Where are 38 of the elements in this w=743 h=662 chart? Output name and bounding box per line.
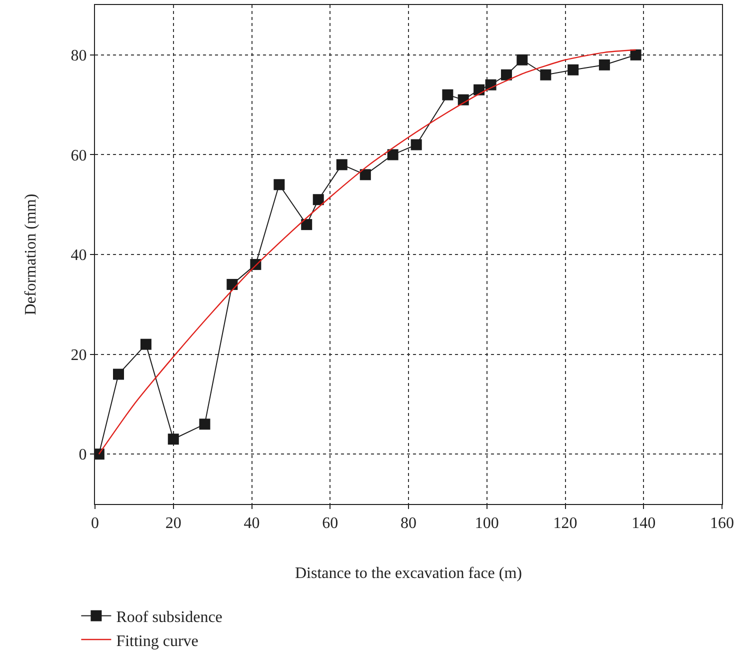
point [568, 64, 579, 76]
point [274, 179, 285, 190]
point [226, 278, 238, 290]
legend-label: Fitting curve [116, 632, 198, 650]
x-tick-label: 160 [710, 515, 734, 532]
point [630, 49, 642, 60]
point [336, 159, 348, 170]
point [500, 69, 512, 80]
y-tick-label: 0 [78, 446, 87, 464]
point [474, 84, 485, 96]
point [140, 338, 152, 350]
point [598, 59, 610, 70]
point [301, 219, 312, 230]
point [387, 149, 398, 160]
y-tick-label: 20 [70, 346, 87, 364]
point [199, 418, 210, 430]
x-tick-label: 120 [553, 515, 578, 532]
x-tick-label: 100 [474, 515, 499, 532]
y-axis-title: Deformation (mm) [22, 194, 40, 316]
point [516, 54, 528, 66]
point [168, 434, 179, 445]
legend-label: Roof subsidence [116, 608, 222, 626]
point [442, 89, 454, 100]
point [360, 169, 371, 180]
y-tick-label: 60 [70, 147, 87, 164]
point [113, 368, 124, 380]
y-tick-label: 80 [70, 48, 87, 64]
x-tick-label: 20 [165, 515, 182, 532]
point [312, 194, 324, 206]
y-tick-label: 40 [70, 247, 87, 264]
x-tick-label: 60 [322, 515, 338, 532]
x-tick-label: 80 [400, 515, 416, 532]
point [540, 69, 552, 80]
x-axis-title: Distance to the excavation face (m) [295, 564, 522, 582]
x-tick-label: 40 [244, 515, 260, 532]
x-tick-label: 0 [91, 515, 99, 532]
x-tick-label: 140 [632, 515, 656, 532]
point [410, 139, 422, 150]
